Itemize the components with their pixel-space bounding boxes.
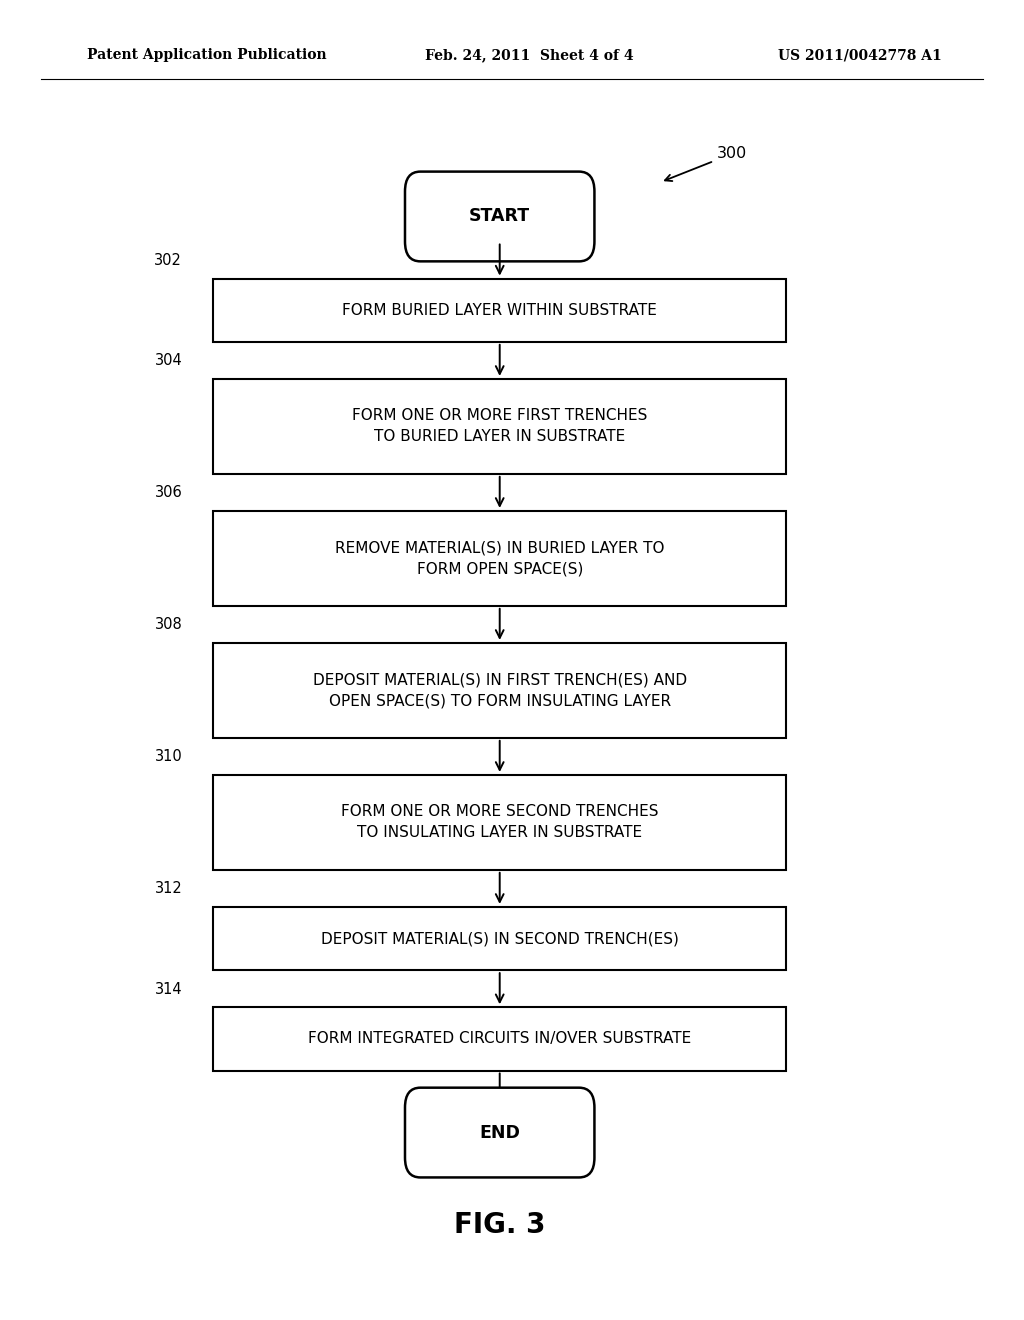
Text: DEPOSIT MATERIAL(S) IN FIRST TRENCH(ES) AND
OPEN SPACE(S) TO FORM INSULATING LAY: DEPOSIT MATERIAL(S) IN FIRST TRENCH(ES) …	[312, 672, 687, 709]
Text: DEPOSIT MATERIAL(S) IN SECOND TRENCH(ES): DEPOSIT MATERIAL(S) IN SECOND TRENCH(ES)	[321, 931, 679, 946]
Text: 300: 300	[665, 147, 748, 181]
Text: END: END	[479, 1123, 520, 1142]
Text: 314: 314	[155, 982, 182, 997]
Text: FORM INTEGRATED CIRCUITS IN/OVER SUBSTRATE: FORM INTEGRATED CIRCUITS IN/OVER SUBSTRA…	[308, 1031, 691, 1047]
Text: 310: 310	[155, 750, 182, 764]
FancyBboxPatch shape	[213, 379, 786, 474]
Text: 306: 306	[155, 486, 182, 500]
Text: FORM ONE OR MORE SECOND TRENCHES
TO INSULATING LAYER IN SUBSTRATE: FORM ONE OR MORE SECOND TRENCHES TO INSU…	[341, 804, 658, 841]
FancyBboxPatch shape	[213, 643, 786, 738]
Text: FORM BURIED LAYER WITHIN SUBSTRATE: FORM BURIED LAYER WITHIN SUBSTRATE	[342, 302, 657, 318]
Text: 304: 304	[155, 354, 182, 368]
Text: FIG. 3: FIG. 3	[454, 1210, 546, 1239]
Text: Patent Application Publication: Patent Application Publication	[87, 49, 327, 62]
FancyBboxPatch shape	[404, 1088, 594, 1177]
Text: US 2011/0042778 A1: US 2011/0042778 A1	[778, 49, 942, 62]
FancyBboxPatch shape	[213, 279, 786, 342]
FancyBboxPatch shape	[213, 511, 786, 606]
Text: 302: 302	[155, 253, 182, 268]
FancyBboxPatch shape	[213, 775, 786, 870]
Text: START: START	[469, 207, 530, 226]
Text: REMOVE MATERIAL(S) IN BURIED LAYER TO
FORM OPEN SPACE(S): REMOVE MATERIAL(S) IN BURIED LAYER TO FO…	[335, 540, 665, 577]
Text: Feb. 24, 2011  Sheet 4 of 4: Feb. 24, 2011 Sheet 4 of 4	[425, 49, 634, 62]
Text: FORM ONE OR MORE FIRST TRENCHES
TO BURIED LAYER IN SUBSTRATE: FORM ONE OR MORE FIRST TRENCHES TO BURIE…	[352, 408, 647, 445]
FancyBboxPatch shape	[213, 1007, 786, 1071]
Text: 312: 312	[155, 882, 182, 896]
FancyBboxPatch shape	[404, 172, 594, 261]
Text: 308: 308	[155, 618, 182, 632]
FancyBboxPatch shape	[213, 907, 786, 970]
